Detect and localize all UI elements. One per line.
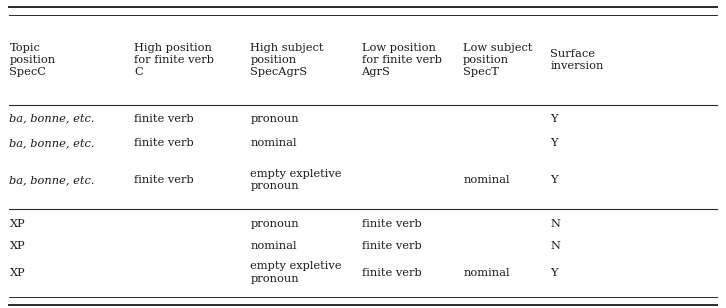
Text: finite verb: finite verb bbox=[134, 114, 194, 124]
Text: ba, bonne, etc.: ba, bonne, etc. bbox=[9, 114, 95, 124]
Text: pronoun: pronoun bbox=[250, 219, 299, 229]
Text: nominal: nominal bbox=[463, 175, 510, 185]
Text: High position
for finite verb
C: High position for finite verb C bbox=[134, 43, 214, 77]
Text: ba, bonne, etc.: ba, bonne, etc. bbox=[9, 175, 95, 185]
Text: finite verb: finite verb bbox=[362, 241, 421, 251]
Text: empty expletive
pronoun: empty expletive pronoun bbox=[250, 169, 342, 191]
Text: N: N bbox=[550, 219, 560, 229]
Text: Y: Y bbox=[550, 268, 558, 278]
Text: High subject
position
SpecAgrS: High subject position SpecAgrS bbox=[250, 43, 324, 77]
Text: XP: XP bbox=[9, 241, 25, 251]
Text: nominal: nominal bbox=[250, 241, 297, 251]
Text: ba, bonne, etc.: ba, bonne, etc. bbox=[9, 138, 95, 148]
Text: Low subject
position
SpecT: Low subject position SpecT bbox=[463, 43, 533, 77]
Text: XP: XP bbox=[9, 268, 25, 278]
Text: Low position
for finite verb
AgrS: Low position for finite verb AgrS bbox=[362, 43, 441, 77]
Text: Surface
inversion: Surface inversion bbox=[550, 49, 604, 71]
Text: Y: Y bbox=[550, 175, 558, 185]
Text: nominal: nominal bbox=[250, 138, 297, 148]
Text: nominal: nominal bbox=[463, 268, 510, 278]
Text: pronoun: pronoun bbox=[250, 114, 299, 124]
Text: N: N bbox=[550, 241, 560, 251]
Text: Topic
position
SpecC: Topic position SpecC bbox=[9, 43, 56, 77]
Text: XP: XP bbox=[9, 219, 25, 229]
Text: finite verb: finite verb bbox=[362, 219, 421, 229]
Text: Y: Y bbox=[550, 138, 558, 148]
Text: finite verb: finite verb bbox=[362, 268, 421, 278]
Text: finite verb: finite verb bbox=[134, 175, 194, 185]
Text: empty expletive
pronoun: empty expletive pronoun bbox=[250, 261, 342, 284]
Text: Y: Y bbox=[550, 114, 558, 124]
Text: finite verb: finite verb bbox=[134, 138, 194, 148]
